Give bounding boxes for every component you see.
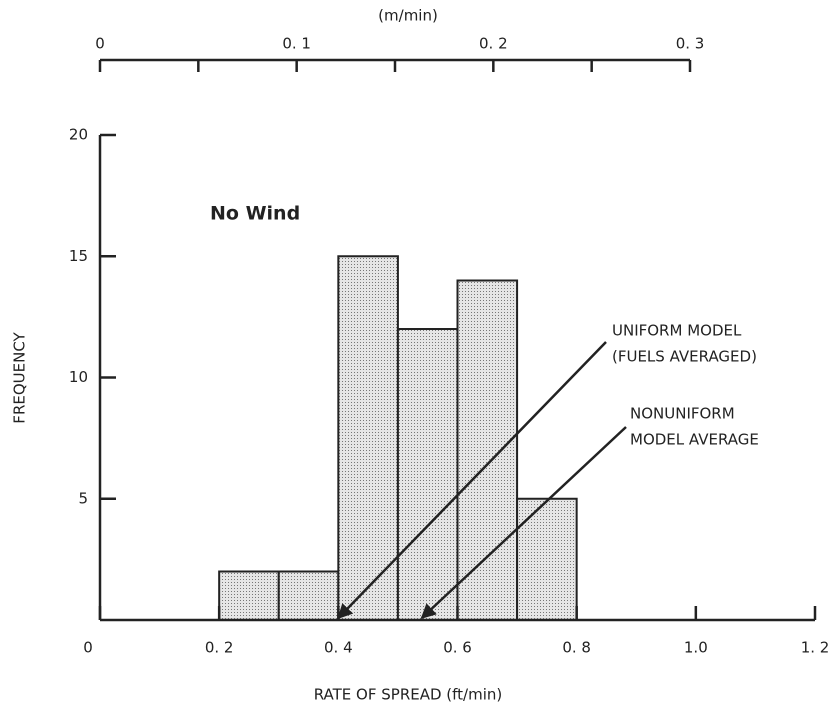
annotation-text: (FUELS AVERAGED) bbox=[612, 348, 757, 366]
y-tick-label: 20 bbox=[69, 126, 88, 144]
x-tick-label: 0. 2 bbox=[205, 639, 234, 657]
x-axis-label: RATE OF SPREAD (ft/min) bbox=[314, 686, 503, 704]
x2-tick-label: 0. 3 bbox=[676, 35, 705, 53]
x-tick-label: 1. 2 bbox=[801, 639, 830, 657]
x2-tick-label: 0. 2 bbox=[479, 35, 508, 53]
x-tick-label: 0. 8 bbox=[562, 639, 591, 657]
bar bbox=[337, 255, 399, 621]
x-tick-label: 0 bbox=[83, 639, 93, 657]
bar bbox=[218, 570, 280, 621]
x2-tick-label: 0. 1 bbox=[282, 35, 311, 53]
annotation-text: UNIFORM MODEL bbox=[612, 322, 742, 340]
x-tick-label: 0. 6 bbox=[443, 639, 472, 657]
x-tick-label: 0. 4 bbox=[324, 639, 353, 657]
x2-tick-label: 0 bbox=[95, 35, 105, 53]
annotation-arrow bbox=[337, 341, 607, 620]
annotation-text: MODEL AVERAGE bbox=[630, 431, 759, 449]
bar bbox=[516, 497, 578, 621]
bar bbox=[277, 570, 340, 621]
y-axis-label: FREQUENCY bbox=[11, 331, 29, 423]
bar bbox=[396, 328, 459, 621]
annotation-text: NONUNIFORM bbox=[630, 405, 735, 423]
bar bbox=[456, 279, 519, 621]
chart-title: No Wind bbox=[210, 203, 300, 225]
annotation-arrow bbox=[420, 426, 627, 620]
x-tick-label: 1.0 bbox=[684, 639, 708, 657]
y-tick-label: 15 bbox=[69, 247, 88, 265]
y-tick-label: 5 bbox=[78, 489, 88, 507]
y-tick-label: 10 bbox=[69, 368, 88, 386]
x2-axis-label: (m/min) bbox=[378, 7, 438, 25]
